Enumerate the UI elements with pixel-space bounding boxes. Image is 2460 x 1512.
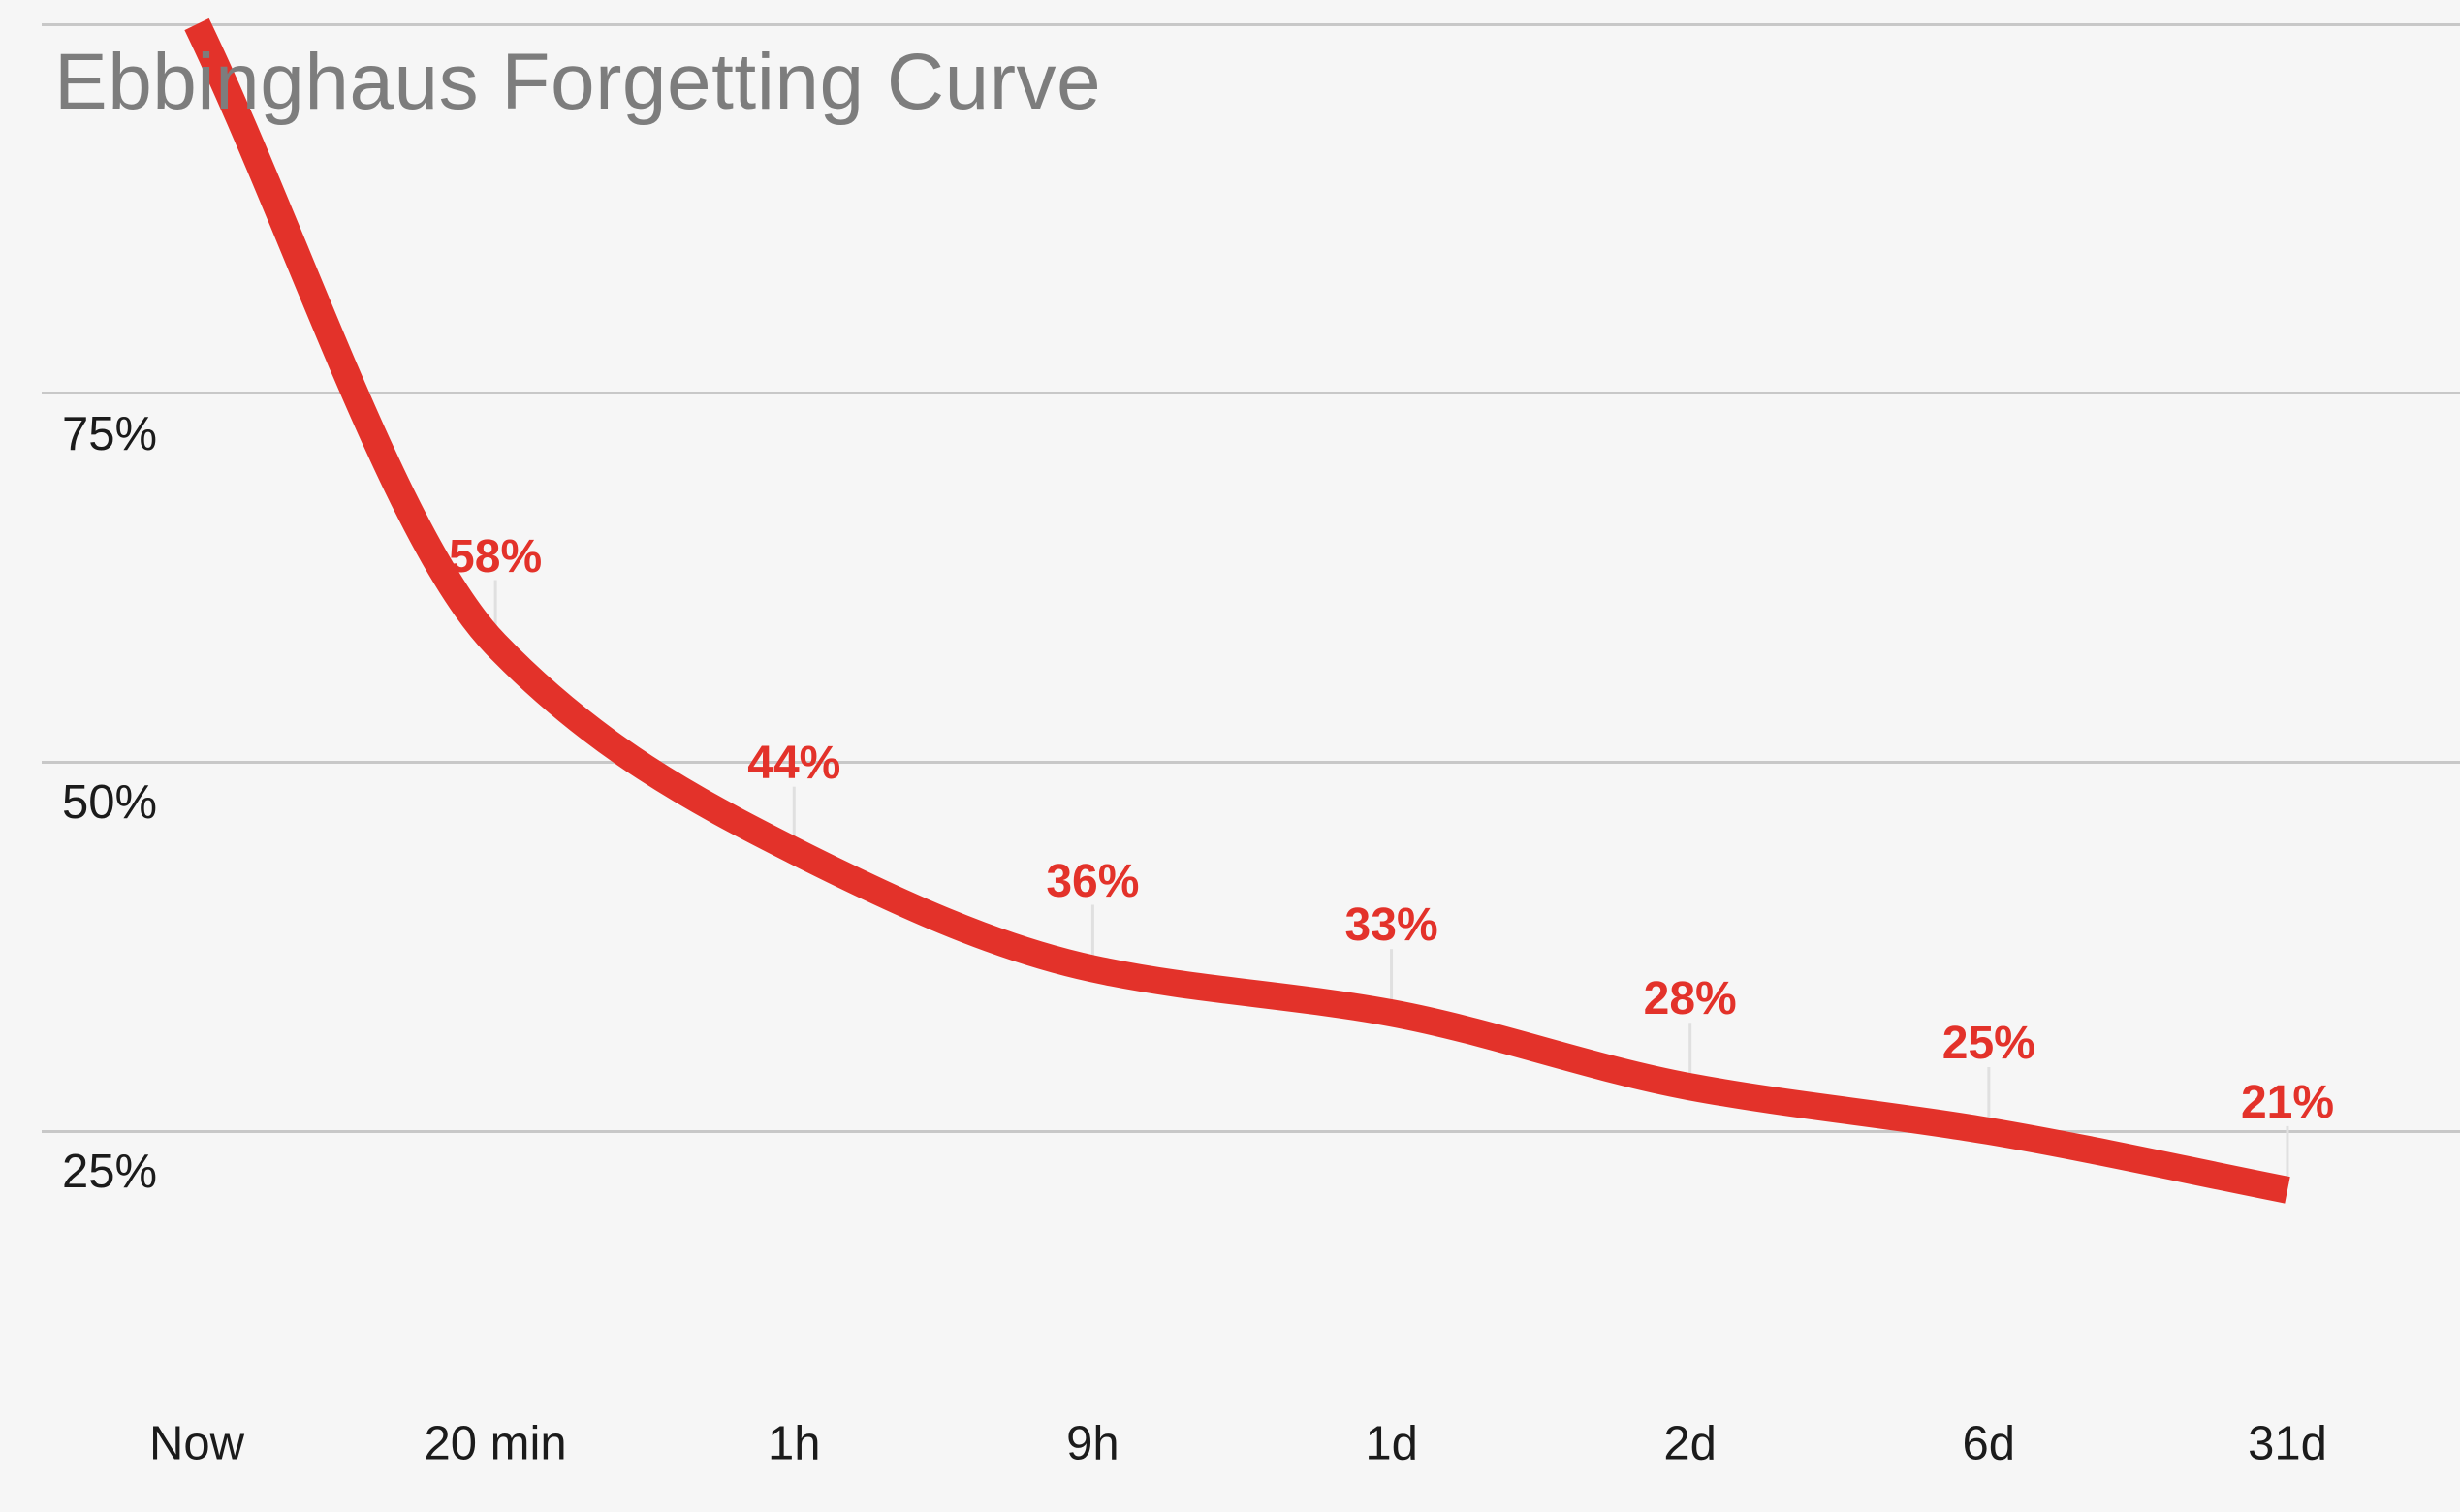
x-axis-label-6d: 6d — [1962, 1417, 2016, 1470]
gridline-25 — [42, 1129, 2460, 1133]
x-axis-label-20-min: 20 min — [424, 1417, 567, 1470]
gridline-75 — [42, 392, 2460, 395]
y-axis-label-50: 50% — [62, 776, 158, 830]
chart-title: Ebbinghaus Forgetting Curve — [54, 38, 1102, 126]
x-axis-label-1h: 1h — [768, 1417, 821, 1470]
x-axis-label-1d: 1d — [1365, 1417, 1418, 1470]
data-label-1h: 44% — [747, 737, 841, 789]
retention-curve-line — [184, 17, 2290, 1204]
gridline-50 — [42, 760, 2460, 764]
data-label-31d: 21% — [2240, 1076, 2335, 1128]
data-label-20-min: 58% — [449, 530, 543, 583]
data-label-1d: 33% — [1344, 899, 1438, 952]
data-label-6d: 25% — [1941, 1018, 2035, 1069]
x-axis-label-31d: 31d — [2248, 1417, 2327, 1470]
gridline-100 — [42, 22, 2460, 26]
x-axis-label-9h: 9h — [1066, 1417, 1120, 1470]
y-axis-label-75: 75% — [62, 407, 158, 460]
x-axis-label-Now: Now — [148, 1417, 245, 1470]
y-axis-label-25: 25% — [62, 1146, 158, 1198]
data-label-2d: 28% — [1643, 973, 1737, 1025]
data-label-9h: 36% — [1046, 855, 1140, 907]
x-axis-label-2d: 2d — [1663, 1417, 1717, 1470]
